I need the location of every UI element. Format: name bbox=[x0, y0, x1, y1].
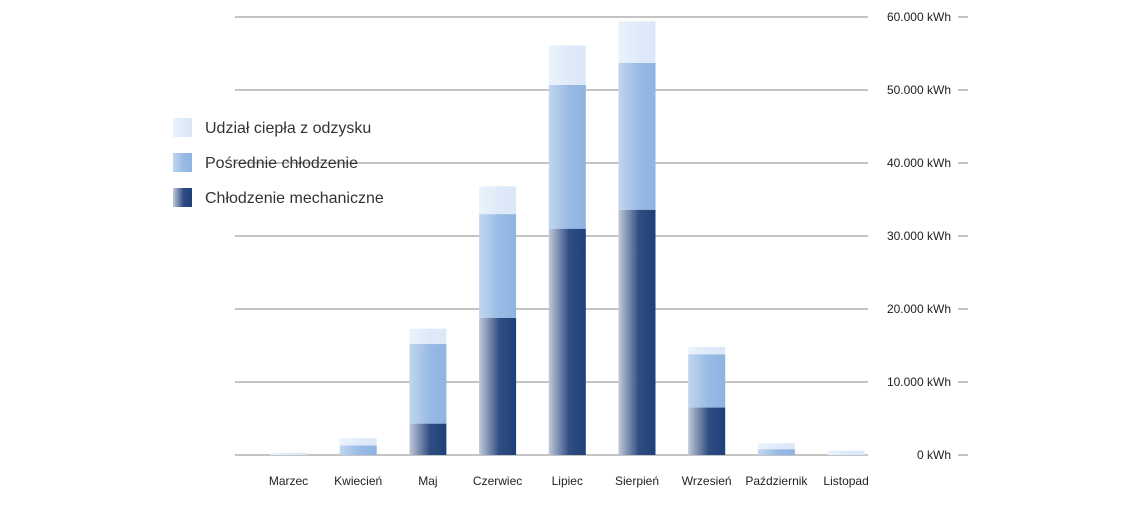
bar-segment bbox=[409, 423, 447, 455]
x-category-label: Listopad bbox=[823, 474, 868, 488]
x-category-label: Październik bbox=[745, 474, 808, 488]
legend-swatch bbox=[173, 118, 192, 137]
bar-segment bbox=[479, 317, 517, 455]
bar-segment bbox=[479, 214, 517, 318]
bar-segment bbox=[618, 209, 656, 455]
bar-segment bbox=[479, 186, 517, 215]
bar-segment bbox=[757, 443, 795, 450]
y-tick-label: 30.000 kWh bbox=[887, 229, 951, 243]
y-tick-label: 40.000 kWh bbox=[887, 156, 951, 170]
x-category-label: Sierpień bbox=[615, 474, 659, 488]
bar-segment bbox=[548, 228, 586, 455]
legend-swatch bbox=[173, 153, 192, 172]
bar-segment bbox=[827, 450, 865, 455]
bar-segment bbox=[618, 21, 656, 63]
x-category-label: Marzec bbox=[269, 474, 308, 488]
x-category-label: Maj bbox=[418, 474, 437, 488]
bar-segment bbox=[548, 84, 586, 229]
x-category-label: Kwiecień bbox=[334, 474, 382, 488]
y-tick-label: 60.000 kWh bbox=[887, 10, 951, 24]
bar-segment bbox=[688, 354, 726, 408]
y-tick-label: 0 kWh bbox=[917, 448, 951, 462]
legend-label: Pośrednie chłodzenie bbox=[205, 155, 358, 172]
bar-segment bbox=[409, 328, 447, 345]
bar-segment bbox=[270, 452, 307, 455]
x-category-label: Wrzesień bbox=[682, 474, 732, 488]
bar-segment bbox=[688, 346, 726, 355]
legend-label: Chłodzenie mechaniczne bbox=[205, 190, 384, 207]
bar-segment bbox=[409, 344, 447, 424]
bar-segment bbox=[339, 445, 377, 455]
bar-segment bbox=[618, 62, 656, 210]
x-category-label: Czerwiec bbox=[473, 474, 522, 488]
bar-segment bbox=[548, 45, 586, 85]
bar-segment bbox=[757, 449, 795, 455]
y-tick-label: 10.000 kWh bbox=[887, 375, 951, 389]
x-category-label: Lipiec bbox=[552, 474, 583, 488]
bar-segment bbox=[688, 407, 726, 455]
y-tick-label: 20.000 kWh bbox=[887, 302, 951, 316]
legend-swatch bbox=[173, 188, 192, 207]
bar-segment bbox=[339, 438, 377, 446]
y-tick-label: 50.000 kWh bbox=[887, 83, 951, 97]
legend-label: Udział ciepła z odzysku bbox=[205, 120, 371, 137]
